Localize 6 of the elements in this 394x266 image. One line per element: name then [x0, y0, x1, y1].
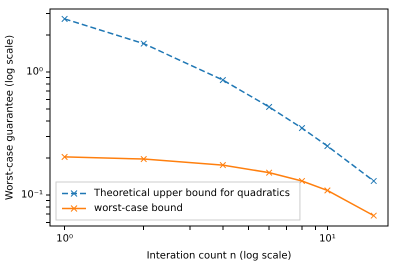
- x-tick-label: 10¹: [319, 234, 336, 245]
- x-axis-title: Interation count n (log scale): [146, 250, 292, 262]
- y-axis-title: Worst-case guarantee (log scale): [4, 34, 16, 200]
- legend-label: worst-case bound: [94, 203, 183, 214]
- y-tick-label: 10⁻¹: [20, 190, 44, 201]
- legend-label: Theoretical upper bound for quadratics: [93, 188, 290, 200]
